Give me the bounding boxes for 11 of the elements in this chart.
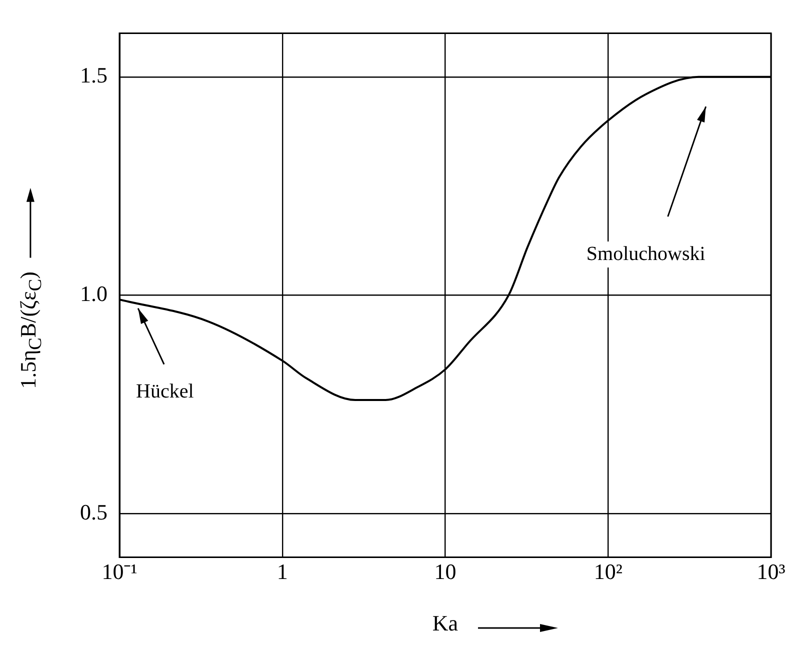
x-tick-label: 10 [434,559,456,584]
y-tick-label: 0.5 [80,499,108,524]
annotation: Smoluchowski [586,242,706,265]
y-tick-label: 1.0 [80,280,108,306]
x-axis-title: Ka [432,610,458,636]
x-tick-label: 10³ [756,559,786,584]
x-tick-label: 1 [276,559,288,584]
x-tick-label: 10⁻¹ [102,559,138,584]
x-tick-label: 10² [594,559,623,584]
y-tick-label: 1.5 [80,62,108,88]
annotation: Hückel [136,380,194,403]
